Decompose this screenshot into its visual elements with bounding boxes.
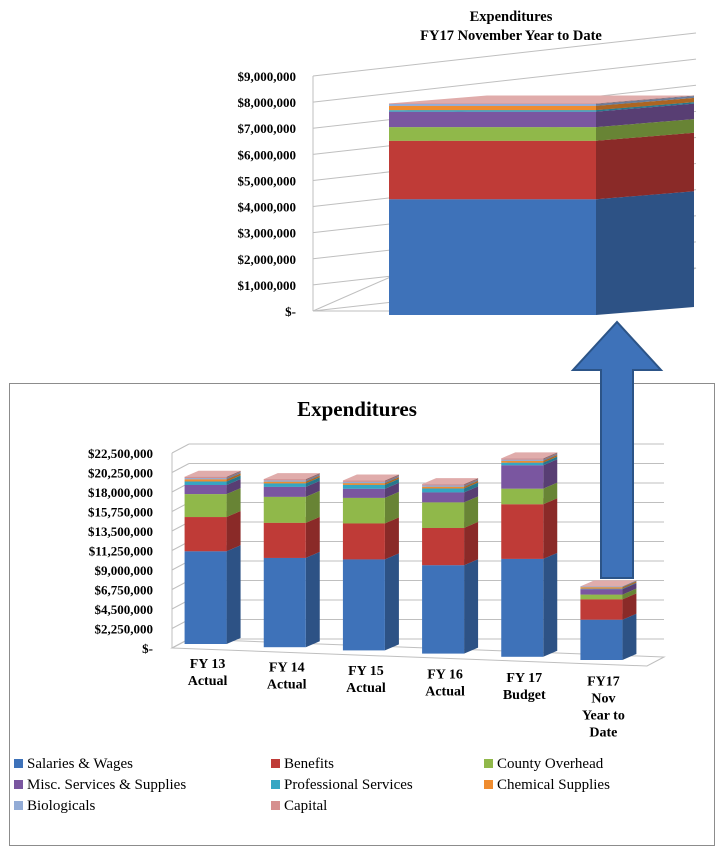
- bottom-y-tick-label: $18,000,000: [88, 485, 153, 500]
- legend-item-benefits: Benefits: [271, 756, 334, 773]
- legend-item-biologicals: Biologicals: [14, 798, 95, 815]
- bar-segment-benefits: [184, 511, 241, 552]
- x-tick-label: Year to: [582, 709, 625, 724]
- bar-segment-benefits: [501, 498, 558, 559]
- top-y-tick-label: $2,000,000: [238, 252, 297, 267]
- bar-segment-capital: [263, 473, 320, 481]
- legend-item-capital: Capital: [271, 798, 327, 815]
- top-gridline: [312, 58, 697, 103]
- legend-swatch: [14, 759, 23, 768]
- x-tick-label: Date: [589, 726, 617, 741]
- bar-segment-salaries-wages: [342, 553, 399, 651]
- bar-segment-capital: [422, 478, 479, 486]
- bar-segment-salaries-wages: [580, 613, 637, 660]
- top-y-tick-label: $7,000,000: [238, 121, 297, 136]
- bar-segment-benefits: [263, 516, 320, 558]
- legend-label: Benefits: [284, 756, 334, 772]
- bar-segment-capital: [184, 470, 241, 479]
- legend-item-misc: Misc. Services & Supplies: [14, 777, 186, 794]
- bar-fy17-nov-year-to-date: [580, 580, 637, 660]
- up-arrow: [570, 320, 664, 579]
- legend-swatch: [484, 780, 493, 789]
- top-bar-segment-salaries-wages: [389, 191, 694, 315]
- top-chart-title: FY17 November Year to Date: [420, 28, 602, 44]
- legend-swatch: [271, 759, 280, 768]
- x-tick-label: FY 13: [190, 657, 226, 672]
- x-tick-label: Nov: [591, 692, 615, 707]
- bottom-y-tick-label: $2,250,000: [95, 622, 154, 637]
- legend-item-professional: Professional Services: [271, 777, 413, 794]
- bottom-y-tick-label: $15,750,000: [88, 505, 153, 520]
- bottom-chart-history: Expenditures $- $2,250,000 $4,500,000 $6,750…: [88, 397, 666, 741]
- x-tick-label: FY 17: [506, 671, 542, 686]
- top-y-tick-label: $5,000,000: [238, 173, 297, 188]
- legend-label: County Overhead: [497, 756, 604, 772]
- bottom-y-tick-label: $11,250,000: [89, 544, 153, 559]
- bottom-gridline-side: [171, 443, 190, 454]
- top-y-tick-label: $8,000,000: [238, 95, 297, 110]
- x-tick-label: FY17: [587, 675, 620, 690]
- bar-segment-capital: [342, 474, 399, 482]
- top-y-tick-label: $1,000,000: [238, 278, 297, 293]
- bottom-floor: [170, 638, 666, 667]
- top-y-tick-label: $3,000,000: [238, 226, 297, 241]
- legend-label: Capital: [284, 798, 328, 814]
- legend-swatch: [271, 780, 280, 789]
- legend-item-chemical: Chemical Supplies: [484, 777, 610, 794]
- bottom-y-tick-label: $6,750,000: [95, 583, 154, 598]
- bottom-y-tick-label: $22,500,000: [88, 446, 153, 461]
- bottom-y-tick-label: $-: [142, 641, 153, 656]
- x-tick-label: FY 16: [427, 668, 463, 683]
- top-y-tick-label: $9,000,000: [238, 69, 297, 84]
- top-y-tick-label: $6,000,000: [238, 147, 297, 162]
- top-bar-segment-benefits: [389, 132, 694, 200]
- legend-label: Biologicals: [27, 798, 96, 814]
- x-tick-label: Actual: [425, 685, 465, 700]
- x-tick-label: Actual: [188, 674, 228, 689]
- bar-segment-salaries-wages: [501, 552, 558, 657]
- legend-swatch: [14, 780, 23, 789]
- x-tick-label: Budget: [503, 688, 546, 703]
- top-y-tick-label: $-: [285, 304, 296, 319]
- bar-fy-16-actual: [422, 478, 479, 654]
- bar-segment-salaries-wages: [263, 551, 320, 648]
- legend-label: Misc. Services & Supplies: [27, 777, 187, 793]
- bar-segment-salaries-wages: [184, 545, 241, 644]
- bar-segment-benefits: [422, 521, 479, 566]
- top-chart-title: Expenditures: [470, 9, 553, 25]
- bottom-y-tick-label: $13,500,000: [88, 524, 153, 539]
- top-gridline: [312, 32, 697, 77]
- bottom-gridline-side: [171, 463, 190, 473]
- x-tick-label: Actual: [267, 678, 307, 693]
- bottom-y-tick-label: $20,250,000: [88, 466, 153, 481]
- bar-segment-capital: [501, 452, 558, 460]
- bar-fy-13-actual: [184, 470, 241, 644]
- legend-item-salaries: Salaries & Wages: [14, 756, 133, 773]
- bottom-y-tick-label: $9,000,000: [95, 563, 154, 578]
- legend-label: Professional Services: [284, 777, 413, 793]
- bar-segment-benefits: [342, 517, 399, 560]
- x-tick-label: FY 14: [269, 661, 305, 676]
- bar-fy-17-budget: [501, 452, 558, 657]
- bar-segment-salaries-wages: [422, 559, 479, 654]
- legend-swatch: [271, 801, 280, 810]
- top-chart-ytd: Expenditures FY17 November Year to Date $-…: [238, 9, 697, 319]
- bar-segment-capital: [580, 580, 637, 587]
- x-tick-label: FY 15: [348, 664, 384, 679]
- bottom-y-tick-label: $4,500,000: [95, 602, 154, 617]
- top-y-tick-label: $4,000,000: [238, 200, 297, 215]
- bar-fy-14-actual: [263, 473, 320, 648]
- legend-item-overhead: County Overhead: [484, 756, 603, 773]
- legend-swatch: [14, 801, 23, 810]
- legend-label: Chemical Supplies: [497, 777, 610, 793]
- bottom-chart-title: Expenditures: [297, 397, 417, 421]
- bar-fy-15-actual: [342, 474, 399, 651]
- legend-swatch: [484, 759, 493, 768]
- legend-label: Salaries & Wages: [27, 756, 133, 772]
- top-bar-segment-capital: [389, 95, 694, 104]
- x-tick-label: Actual: [346, 681, 386, 696]
